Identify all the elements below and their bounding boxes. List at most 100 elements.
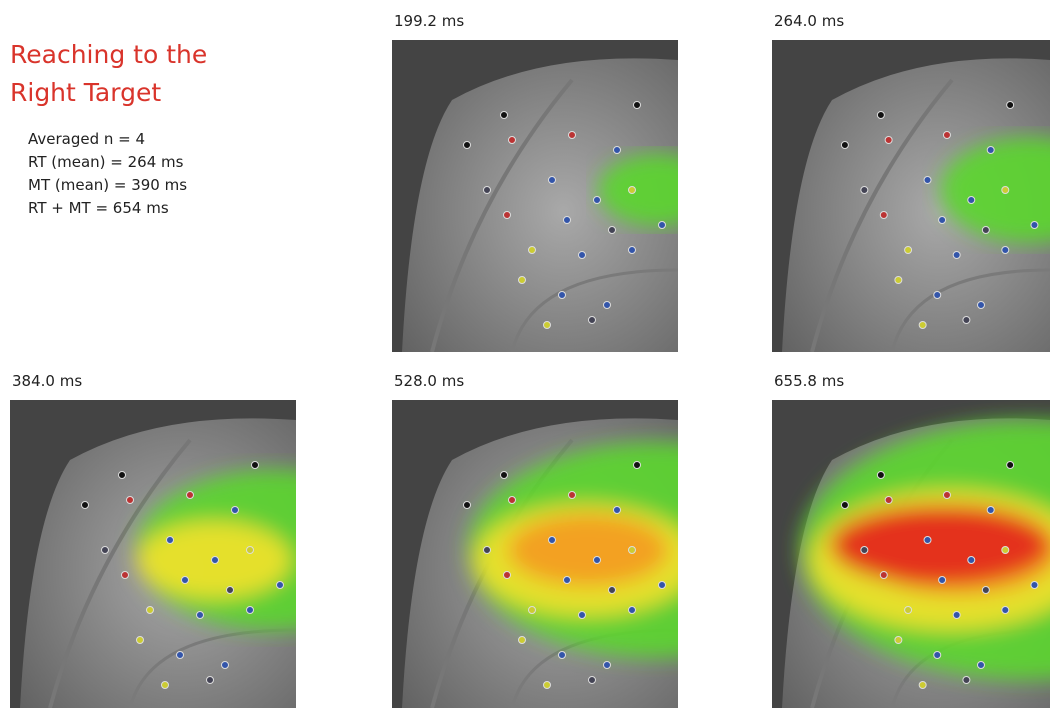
stat-line: Averaged n = 4 (28, 128, 187, 151)
electrode (905, 247, 912, 254)
electrode (953, 612, 960, 619)
electrode (1007, 102, 1014, 109)
electrode (968, 197, 975, 204)
electrode (634, 102, 641, 109)
electrode (559, 652, 566, 659)
electrode (905, 607, 912, 614)
electrode (963, 677, 970, 684)
electrode (604, 662, 611, 669)
electrode (609, 227, 616, 234)
electrode (589, 317, 596, 324)
electrode (895, 637, 902, 644)
electrode (977, 662, 984, 669)
electrode (841, 142, 848, 149)
electrode (519, 637, 526, 644)
electrode (519, 277, 526, 284)
panel-label: 199.2 ms (394, 12, 464, 30)
electrode (549, 537, 556, 544)
panel: 528.0 ms (392, 400, 678, 708)
electrode (609, 587, 616, 594)
electrode (247, 547, 254, 554)
electrode (564, 577, 571, 584)
electrode (252, 462, 259, 469)
panel: 655.8 ms (772, 400, 1050, 708)
electrode (1002, 547, 1009, 554)
electrode (987, 507, 994, 514)
electrode (207, 677, 214, 684)
electrode (102, 547, 109, 554)
electrode (614, 507, 621, 514)
stat-line: RT + MT = 654 ms (28, 197, 187, 220)
electrode (659, 222, 666, 229)
electrode (885, 137, 892, 144)
panel: 384.0 ms (10, 400, 296, 708)
electrode (589, 677, 596, 684)
electrode (614, 147, 621, 154)
electrode (880, 572, 887, 579)
electrode (464, 142, 471, 149)
electrode (1002, 187, 1009, 194)
electrode (569, 492, 576, 499)
electrode (197, 612, 204, 619)
electrode (504, 572, 511, 579)
electrode (861, 187, 868, 194)
electrode (187, 492, 194, 499)
electrode (877, 112, 884, 119)
electrode (1031, 582, 1038, 589)
electrode (939, 217, 946, 224)
electrode (1002, 247, 1009, 254)
electrode (939, 577, 946, 584)
electrode (924, 537, 931, 544)
electrode (212, 557, 219, 564)
electrode (277, 582, 284, 589)
electrode (501, 112, 508, 119)
brain-image (392, 400, 678, 708)
electrode (841, 502, 848, 509)
electrode (1007, 462, 1014, 469)
electrode (977, 302, 984, 309)
electrode (227, 587, 234, 594)
panel-label: 264.0 ms (774, 12, 844, 30)
electrode (484, 187, 491, 194)
electrode (924, 177, 931, 184)
electrode (119, 472, 126, 479)
electrode (579, 252, 586, 259)
electrode (934, 292, 941, 299)
electrode (968, 557, 975, 564)
electrode (1002, 607, 1009, 614)
panel-label: 655.8 ms (774, 372, 844, 390)
panel: 264.0 ms (772, 40, 1050, 352)
electrode (122, 572, 129, 579)
electrode (861, 547, 868, 554)
electrode (147, 607, 154, 614)
electrode (509, 497, 516, 504)
electrode (177, 652, 184, 659)
electrode (127, 497, 134, 504)
electrode (162, 682, 169, 689)
electrode (594, 557, 601, 564)
brain-image (10, 400, 296, 708)
electrode (629, 247, 636, 254)
electrode (579, 612, 586, 619)
electrode (529, 607, 536, 614)
electrode (895, 277, 902, 284)
electrode (953, 252, 960, 259)
electrode (464, 502, 471, 509)
electrode (987, 147, 994, 154)
electrode (1031, 222, 1038, 229)
electrode (501, 472, 508, 479)
electrode (504, 212, 511, 219)
electrode (629, 547, 636, 554)
electrode (569, 132, 576, 139)
electrode (982, 227, 989, 234)
electrode (943, 132, 950, 139)
activity-red (830, 505, 1050, 585)
brain-image (772, 400, 1050, 708)
electrode (963, 317, 970, 324)
panel-label: 528.0 ms (394, 372, 464, 390)
electrode (659, 582, 666, 589)
brain-image (392, 40, 678, 352)
activity-orange (508, 514, 668, 586)
electrode (594, 197, 601, 204)
electrode (885, 497, 892, 504)
